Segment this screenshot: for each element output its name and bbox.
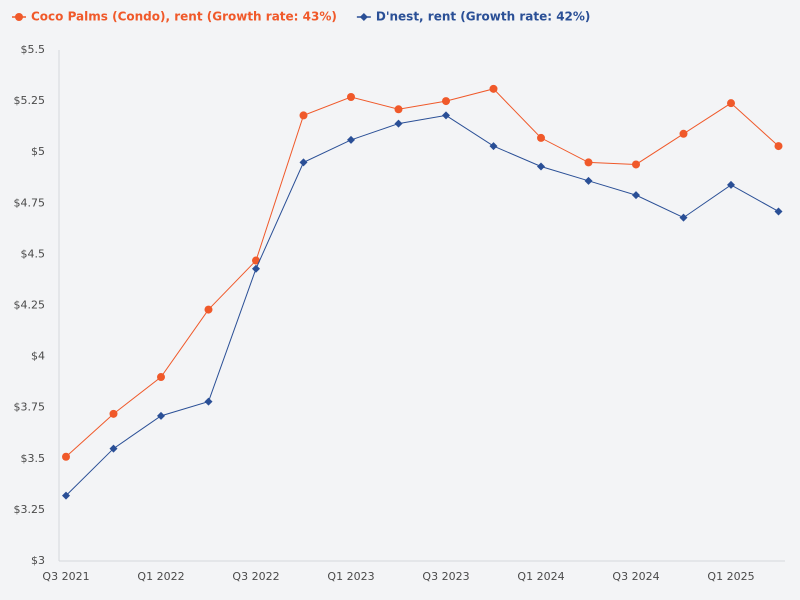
- point: [537, 162, 545, 171]
- y-tick-label: $5.25: [14, 94, 46, 107]
- x-tick-label: Q3 2023: [422, 570, 469, 583]
- point: [537, 133, 545, 142]
- point: [299, 111, 308, 120]
- y-tick-label: $4.75: [14, 196, 46, 209]
- point: [204, 397, 213, 406]
- x-tick-label: Q1 2024: [517, 570, 564, 583]
- legend-label: D'nest, rent (Growth rate: 42%): [376, 10, 591, 24]
- y-tick-label: $4.25: [14, 299, 46, 312]
- point: [679, 129, 688, 138]
- legend-marker: [359, 13, 368, 21]
- point: [442, 111, 450, 120]
- point: [584, 158, 593, 167]
- series-line: [65, 114, 779, 496]
- point: [347, 93, 355, 102]
- point: [252, 256, 260, 265]
- y-tick-label: $5.5: [21, 43, 46, 56]
- point: [62, 452, 70, 461]
- point: [679, 213, 688, 222]
- point: [632, 160, 640, 169]
- y-tick-label: $3: [31, 554, 45, 567]
- point: [727, 99, 735, 108]
- x-tick-label: Q1 2025: [707, 570, 754, 583]
- point: [727, 180, 735, 189]
- y-tick-label: $3.75: [14, 401, 46, 414]
- point: [62, 491, 70, 500]
- point: [394, 105, 403, 114]
- point: [157, 373, 165, 382]
- point: [347, 135, 355, 144]
- y-tick-label: $4.5: [21, 247, 46, 260]
- x-tick-label: Q3 2024: [612, 570, 659, 583]
- y-tick-label: $3.5: [21, 452, 46, 465]
- point: [489, 142, 498, 151]
- x-tick-label: Q1 2022: [137, 570, 184, 583]
- y-tick-label: $5: [31, 145, 45, 158]
- point: [157, 411, 165, 420]
- x-tick-label: Q3 2022: [232, 570, 279, 583]
- y-tick-label: $4: [31, 350, 45, 363]
- legend-marker: [15, 13, 23, 21]
- point: [774, 207, 783, 216]
- point: [109, 409, 118, 418]
- point: [774, 142, 783, 151]
- x-tick-label: Q1 2023: [327, 570, 374, 583]
- point: [442, 97, 450, 106]
- point: [489, 84, 498, 93]
- series-line: [65, 88, 779, 458]
- y-tick-label: $3.25: [14, 503, 46, 516]
- point: [204, 305, 213, 314]
- point: [394, 119, 403, 128]
- point: [632, 191, 640, 200]
- x-tick-label: Q3 2021: [42, 570, 89, 583]
- legend-label: Coco Palms (Condo), rent (Growth rate: 4…: [31, 10, 337, 24]
- point: [109, 444, 118, 453]
- point: [584, 176, 593, 185]
- point: [252, 264, 260, 273]
- point: [299, 158, 308, 167]
